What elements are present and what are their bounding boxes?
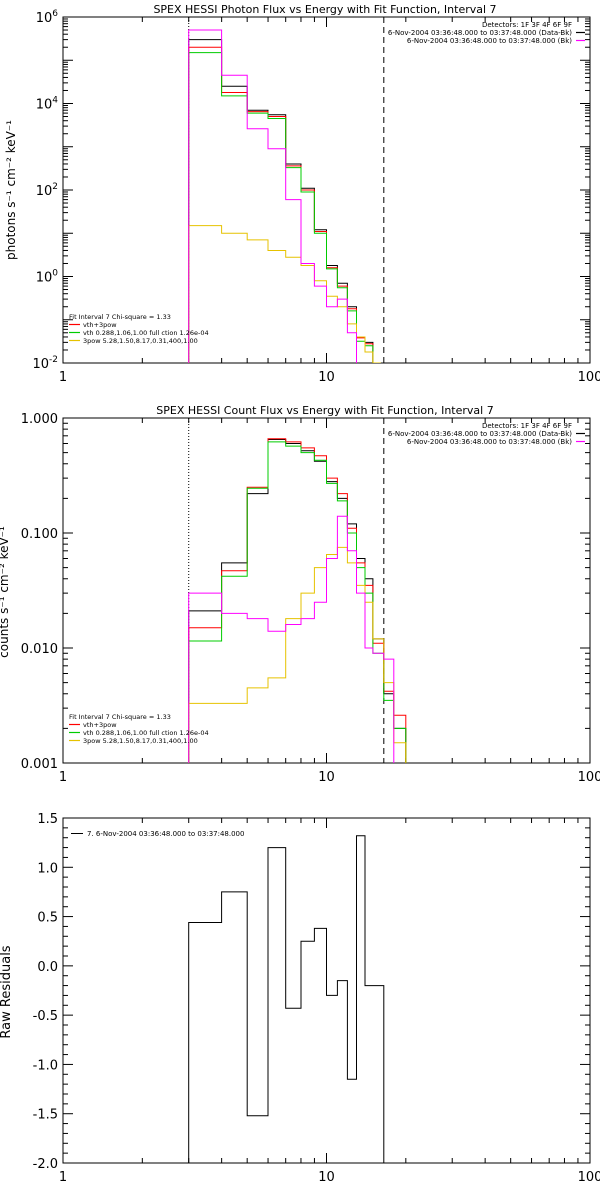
photon-flux-title: SPEX HESSI Photon Flux vs Energy with Fi… — [153, 3, 496, 16]
header-text: Detectors: 1F 3F 4F 6F 9F — [482, 422, 572, 430]
residuals-ylabel: Raw Residuals — [0, 945, 14, 1038]
y-tick-exponent: 4 — [52, 96, 58, 106]
series-line — [188, 515, 395, 763]
fit-info-text: Fit Interval 7 Chi-square = 1.33 — [69, 713, 171, 721]
y-tick-label: 0.100 — [21, 527, 58, 542]
series-group — [188, 438, 407, 763]
y-tick-label: -0.5 — [33, 1009, 58, 1024]
photon-flux-plot: 1 10 100 10-2 100 102 104 106 Detectors: 1F 3F 4… — [32, 9, 600, 385]
x-tick-label: 10 — [318, 370, 335, 385]
x-tick-label: 10 — [318, 770, 335, 785]
y-tick-exponent: 0 — [52, 269, 58, 279]
fit-info-text: Fit Interval 7 Chi-square = 1.33 — [69, 313, 171, 321]
y-tick-label: 0.5 — [37, 911, 58, 926]
y-tick-label: 1.000 — [21, 412, 58, 427]
x-tick-label: 100 — [578, 770, 600, 785]
y-tick-label: 0.001 — [21, 757, 58, 772]
y-tick-label: 104 — [36, 96, 59, 113]
header-text: 6-Nov-2004 03:36:48.000 to 03:37:48.000 … — [388, 430, 572, 438]
count-flux-panel: SPEX HESSI Count Flux vs Energy with Fit… — [0, 404, 600, 785]
count-flux-title: SPEX HESSI Count Flux vs Energy with Fit… — [156, 404, 493, 417]
fit-info-text: vth 0.288,1.06,1.00 full ction 1.26e-04 — [83, 329, 209, 337]
y-tick-label: 0.0 — [37, 960, 58, 975]
y-tick-label: 106 — [36, 9, 59, 26]
photon-flux-panel: SPEX HESSI Photon Flux vs Energy with Fi… — [4, 3, 600, 385]
header-text: 6-Nov-2004 03:36:48.000 to 03:37:48.000 … — [407, 438, 572, 446]
plot-frame — [62, 16, 591, 364]
y-tick-exponent: 6 — [52, 9, 58, 19]
series-group — [188, 29, 381, 363]
series-line — [188, 835, 385, 1163]
fit-info-text: 3pow 5.28,1.50,8.17,0.31,400,1.00 — [83, 337, 198, 345]
x-tick-label: 1 — [59, 1170, 67, 1185]
series-line — [188, 46, 374, 363]
x-tick-label: 100 — [578, 370, 600, 385]
series-group — [188, 835, 385, 1163]
series-line — [188, 39, 374, 363]
y-tick-label: 1.5 — [37, 812, 58, 827]
y-tick-label: 102 — [36, 182, 58, 199]
fit-info-text: 3pow 5.28,1.50,8.17,0.31,400,1.00 — [83, 737, 198, 745]
fit-info-text: vth+3pow — [83, 321, 117, 329]
count-flux-plot: 1 10 100 0.001 0.010 0.100 1.000 Detectors: 1F … — [21, 412, 600, 785]
header-text: 6-Nov-2004 03:36:48.000 to 03:37:48.000 … — [388, 29, 572, 37]
x-tick-label: 1 — [59, 770, 67, 785]
y-tick-label: 0.010 — [21, 642, 58, 657]
y-tick-label: 100 — [36, 269, 59, 286]
residuals-plot: 1 10 100 -2.0 -1.5 -1.0 -0.5 0.0 0.5 1.0 1.5 7. 6-N… — [33, 812, 600, 1185]
x-tick-label: 1 — [59, 370, 67, 385]
y-tick-label: -2.0 — [33, 1157, 58, 1172]
y-tick-label: -1.0 — [33, 1058, 58, 1073]
fit-info-text: vth 0.288,1.06,1.00 full ction 1.26e-04 — [83, 729, 209, 737]
y-tick-label: -1.5 — [33, 1108, 58, 1123]
header-text: 6-Nov-2004 03:36:48.000 to 03:37:48.000 … — [407, 37, 572, 45]
fit-info-text: vth+3pow — [83, 721, 117, 729]
legend-label: 7. 6-Nov-2004 03:36:48.000 to 03:37:48.0… — [87, 830, 244, 838]
photon-flux-ylabel: photons s⁻¹ cm⁻² keV⁻¹ — [4, 120, 18, 260]
y-tick-label: 10-2 — [32, 355, 58, 372]
header-text: Detectors: 1F 3F 4F 6F 9F — [482, 21, 572, 29]
y-tick-exponent: 2 — [52, 182, 58, 192]
x-tick-label: 10 — [318, 1170, 335, 1185]
residuals-panel: Raw Residuals 1 10 100 -2.0 -1.5 -1.0 -0.5 0.0 0… — [0, 812, 600, 1185]
count-flux-ylabel: counts s⁻¹ cm⁻² keV⁻¹ — [0, 526, 11, 658]
x-tick-label: 100 — [578, 1170, 600, 1185]
y-tick-exponent: -2 — [49, 355, 58, 365]
series-line — [188, 225, 381, 363]
series-line — [188, 438, 407, 763]
series-line — [188, 29, 357, 363]
series-line — [188, 52, 374, 363]
y-tick-label: 1.0 — [37, 861, 58, 876]
